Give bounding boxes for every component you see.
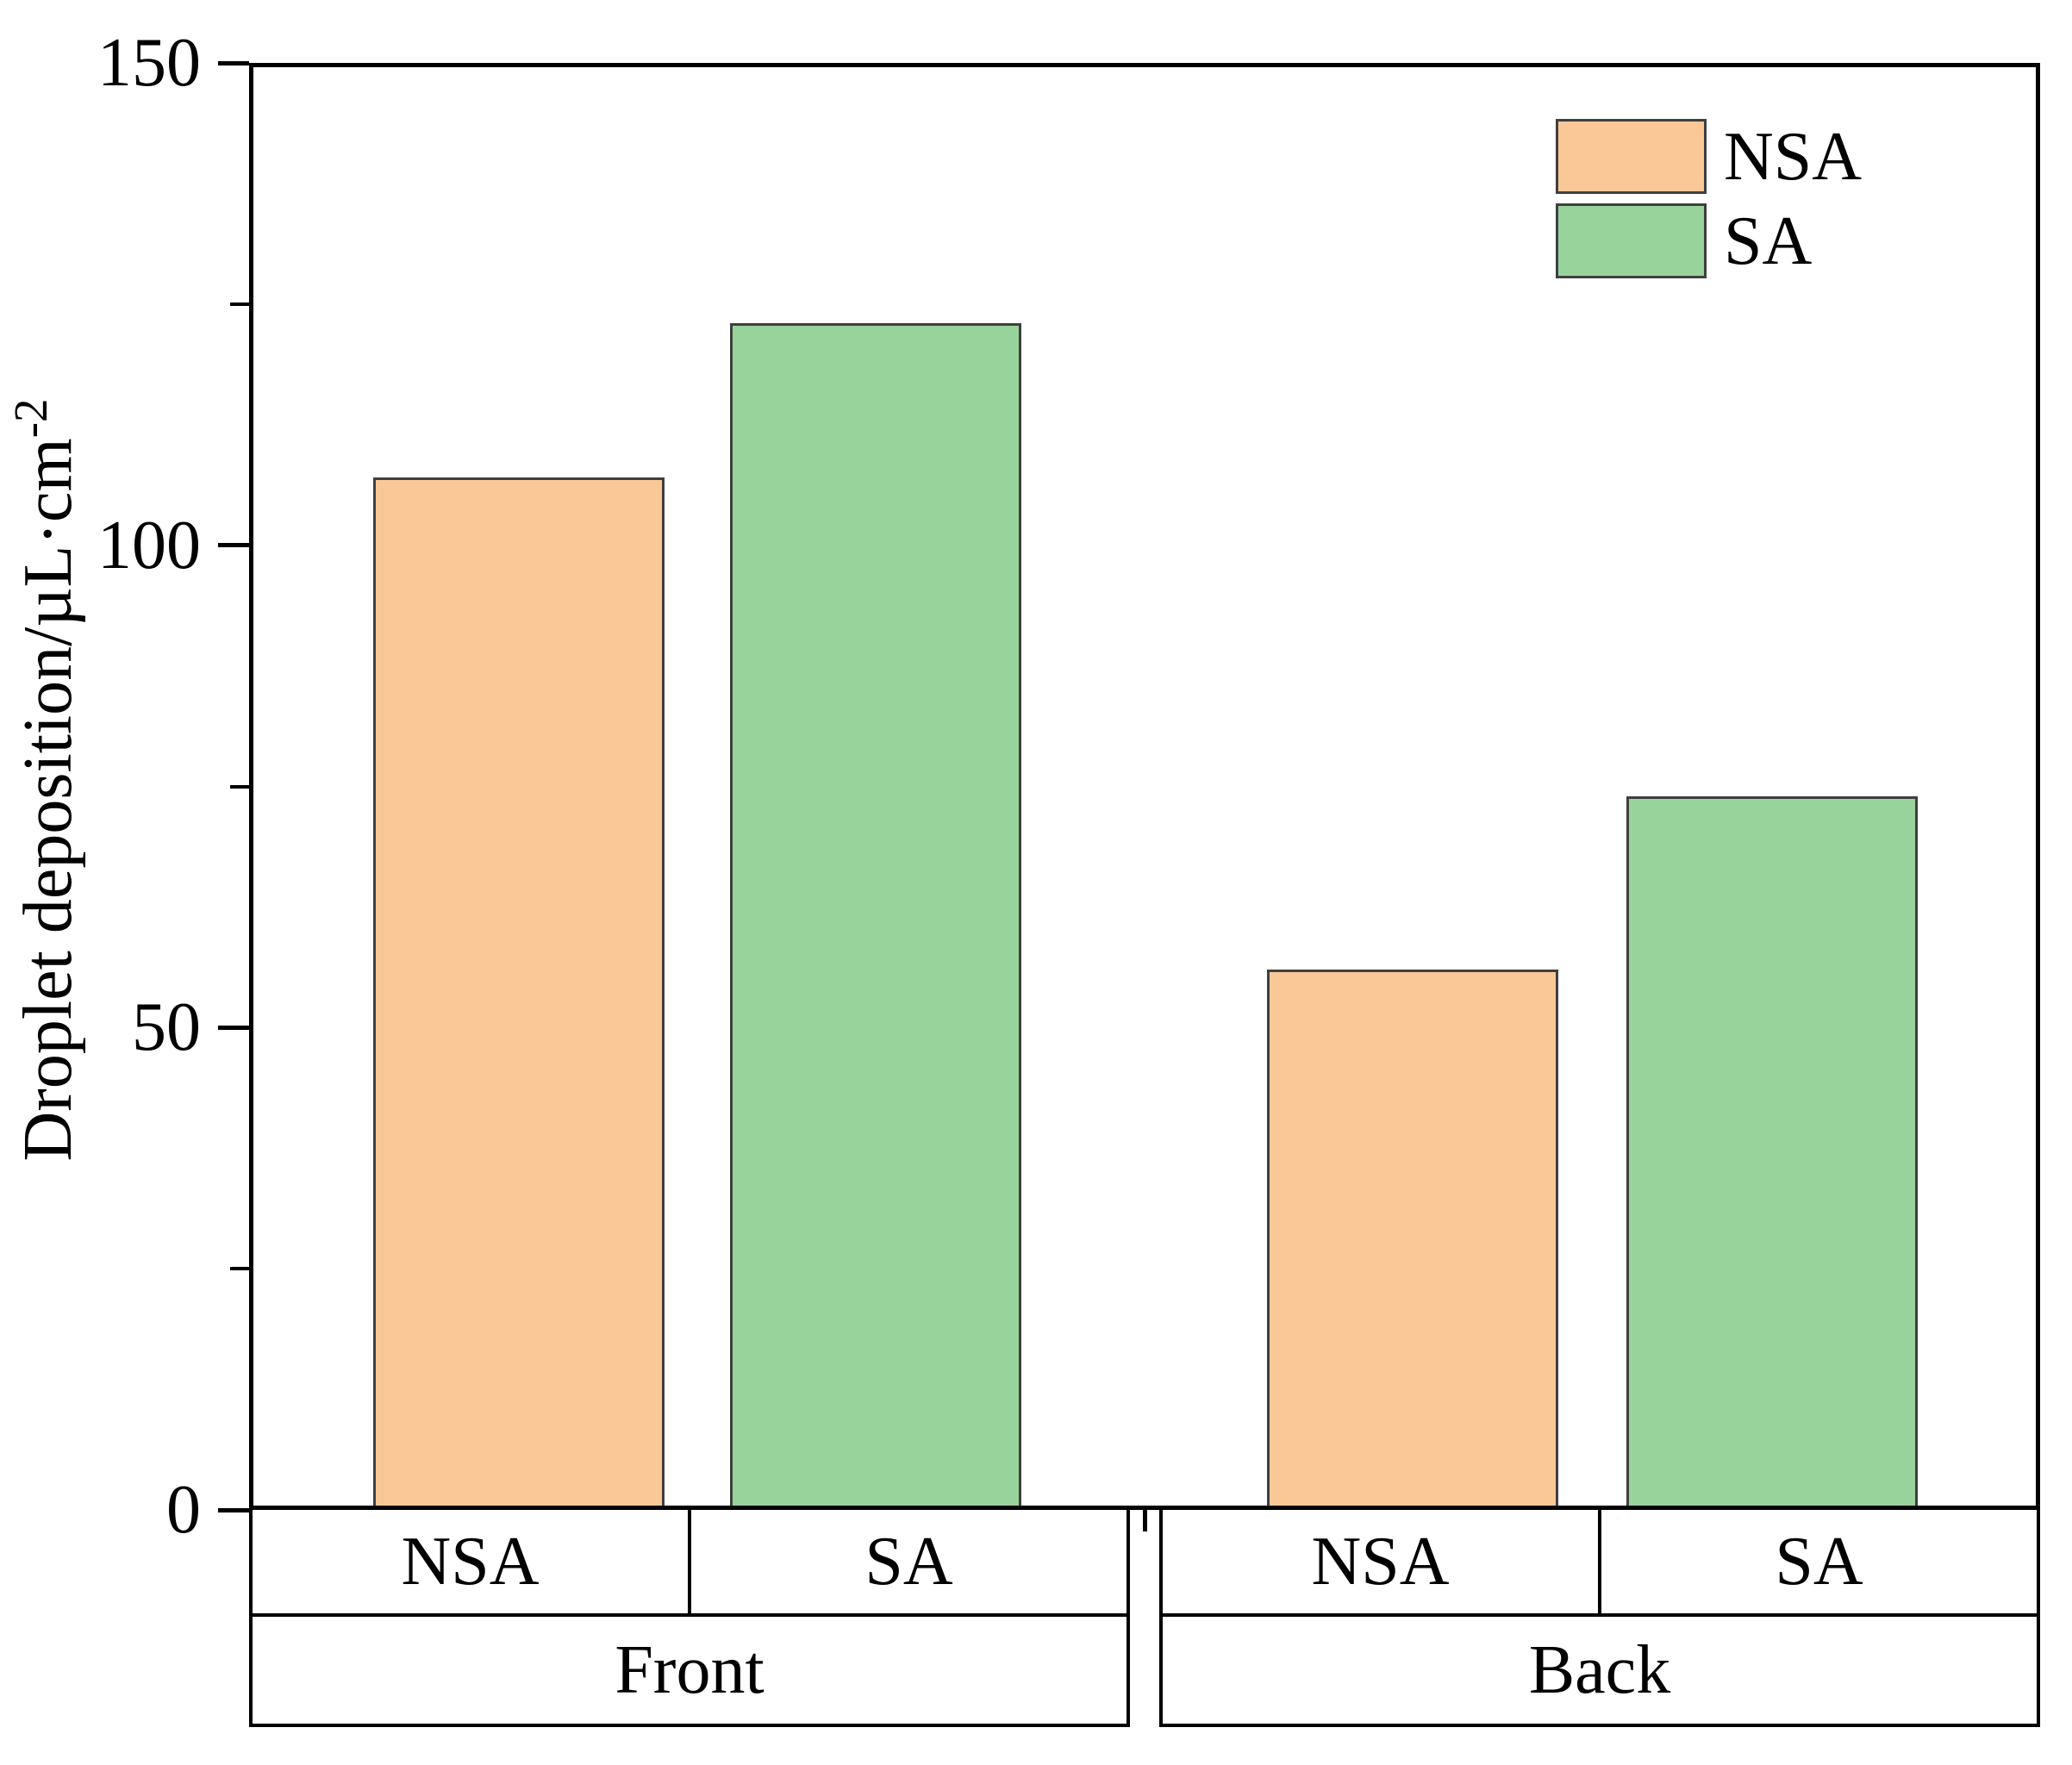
bar-front-sa: [730, 323, 1021, 1510]
x-group-label-back: Back: [1528, 1632, 1671, 1708]
y-axis-title: Droplet deposition/µL·cm-2: [4, 398, 86, 1162]
x-axis-table: NSA SA Front NSA SA Back: [249, 1510, 2040, 1727]
legend-item-nsa: NSA: [1556, 119, 1862, 194]
x-category-back-sa: SA: [1775, 1524, 1863, 1600]
y-tick-label-100: 100: [97, 507, 201, 583]
y-tick-label-0: 0: [166, 1472, 201, 1548]
y-tick-label-150: 150: [97, 25, 201, 101]
x-category-front-nsa: NSA: [253, 1510, 691, 1613]
legend-swatch-sa: [1556, 203, 1707, 278]
bar-back-sa: [1626, 795, 1918, 1510]
plot-area: NSA SA 0 50 100 150: [97, 28, 2040, 1544]
y-minor-tick-125: [230, 302, 249, 306]
y-major-tick-50: [218, 1025, 249, 1030]
y-major-tick-100: [218, 543, 249, 548]
y-major-tick-0: [218, 1507, 249, 1512]
legend-label-sa: SA: [1724, 203, 1813, 279]
bar-front-nsa: [373, 477, 665, 1510]
y-axis-title-text: Droplet deposition/µL·cm: [9, 438, 86, 1162]
y-tick-label-50: 50: [132, 989, 201, 1066]
legend-label-nsa: NSA: [1724, 118, 1863, 195]
x-axis-table-back: NSA SA Back: [1159, 1510, 2040, 1727]
y-major-tick-150: [218, 60, 249, 65]
legend-item-sa: SA: [1556, 203, 1862, 278]
x-group-label-front: Front: [615, 1632, 765, 1708]
y-minor-tick-25: [230, 1267, 249, 1271]
legend: NSA SA: [1556, 119, 1862, 278]
y-axis-title-exponent: -2: [4, 398, 58, 439]
x-axis-category-row-front: NSA SA: [253, 1510, 1126, 1617]
x-category-front-sa: SA: [864, 1524, 953, 1600]
x-axis-center-tick: [1143, 1510, 1147, 1531]
bar-back-nsa: [1267, 970, 1558, 1510]
x-category-back-nsa: NSA: [1163, 1510, 1601, 1613]
y-minor-tick-75: [230, 784, 249, 789]
x-axis-table-front: NSA SA Front: [249, 1510, 1130, 1727]
x-axis-category-row-back: NSA SA: [1163, 1510, 2037, 1617]
legend-swatch-nsa: [1556, 119, 1707, 194]
